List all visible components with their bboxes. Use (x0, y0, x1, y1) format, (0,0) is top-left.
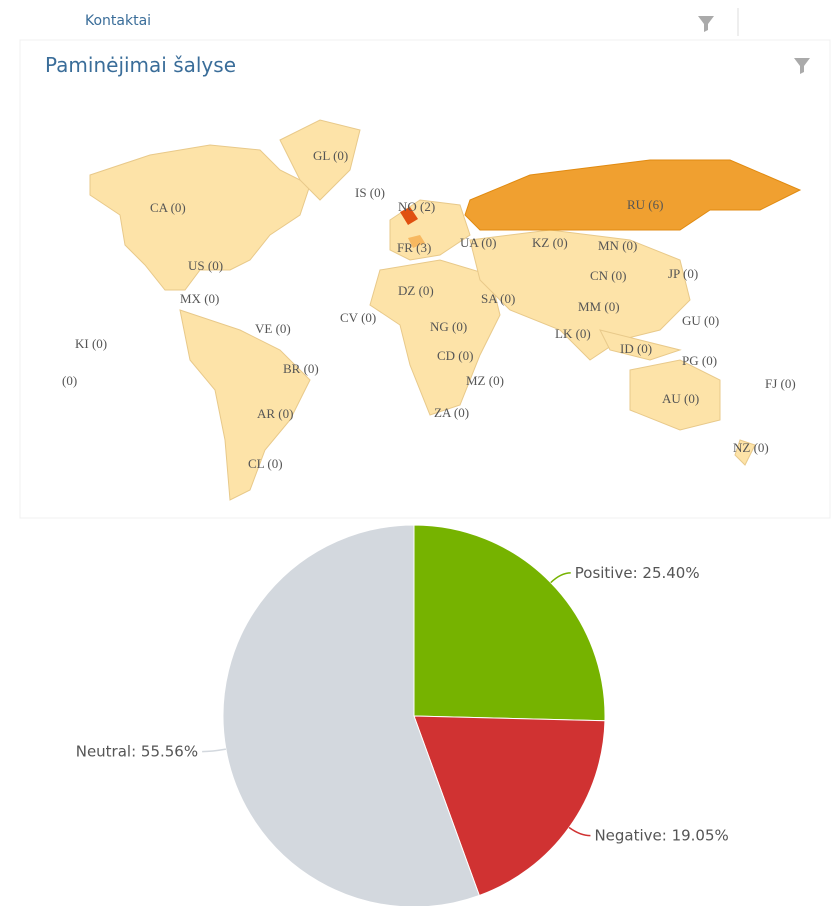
slice-label: Neutral: 55.56% (76, 743, 198, 761)
pie-slice (222, 524, 480, 906)
country-label: CA (0) (150, 200, 186, 215)
country-label: BR (0) (283, 361, 319, 376)
country-label: ZA (0) (434, 405, 469, 420)
pie-slice (413, 715, 606, 897)
country-label: DZ (0) (398, 283, 434, 298)
country-label: GL (0) (313, 148, 348, 163)
label-connector (202, 748, 227, 753)
norway (400, 207, 418, 225)
country-label: UA (0) (460, 235, 496, 250)
country-label: FJ (0) (765, 376, 796, 391)
country-label: CN (0) (590, 268, 626, 283)
country-label: MZ (0) (466, 373, 504, 388)
country-label: MX (0) (180, 291, 219, 306)
country-label: RU (6) (627, 197, 663, 212)
country-label: NO (2) (398, 199, 435, 214)
country-label: VE (0) (255, 321, 291, 336)
country-label: US (0) (188, 258, 223, 273)
country-label: (0) (62, 373, 77, 388)
country-label: PG (0) (682, 353, 717, 368)
france (408, 235, 425, 248)
pie-chart: Positive: 25.40% Negative: 19.05% Neutral:… (76, 524, 729, 906)
pie-slice (413, 524, 606, 722)
slice-label: Positive: 25.40% (575, 564, 700, 582)
country-label: MM (0) (578, 299, 620, 314)
country-label: JP (0) (668, 266, 698, 281)
country-label: CD (0) (437, 348, 473, 363)
country-label: NZ (0) (733, 440, 769, 455)
russia (464, 159, 802, 231)
map-labels: GL (0) IS (0) NO (2) RU (6) CA (0) FR (3… (62, 148, 796, 471)
filter-icon[interactable] (698, 16, 714, 32)
map-title: Paminėjimai šalyse (45, 53, 236, 77)
country-label: ID (0) (620, 341, 652, 356)
country-label: MN (0) (598, 238, 637, 253)
slice-label: Negative: 19.05% (594, 827, 728, 845)
country-label: AU (0) (662, 391, 699, 406)
country-label: LK (0) (555, 326, 591, 341)
world-map (89, 119, 802, 501)
header-title: Kontaktai (85, 13, 151, 29)
country-label: CL (0) (248, 456, 283, 471)
map-filter-icon[interactable] (794, 58, 810, 74)
label-connector (550, 572, 571, 584)
country-label: CV (0) (340, 310, 376, 325)
country-label: KZ (0) (532, 235, 568, 250)
country-label: SA (0) (481, 291, 515, 306)
country-label: IS (0) (355, 185, 385, 200)
country-label: FR (3) (397, 240, 431, 255)
country-label: NG (0) (430, 319, 467, 334)
country-label: KI (0) (75, 336, 107, 351)
country-label: AR (0) (257, 406, 293, 421)
country-label: GU (0) (682, 313, 719, 328)
label-connector (568, 826, 591, 837)
